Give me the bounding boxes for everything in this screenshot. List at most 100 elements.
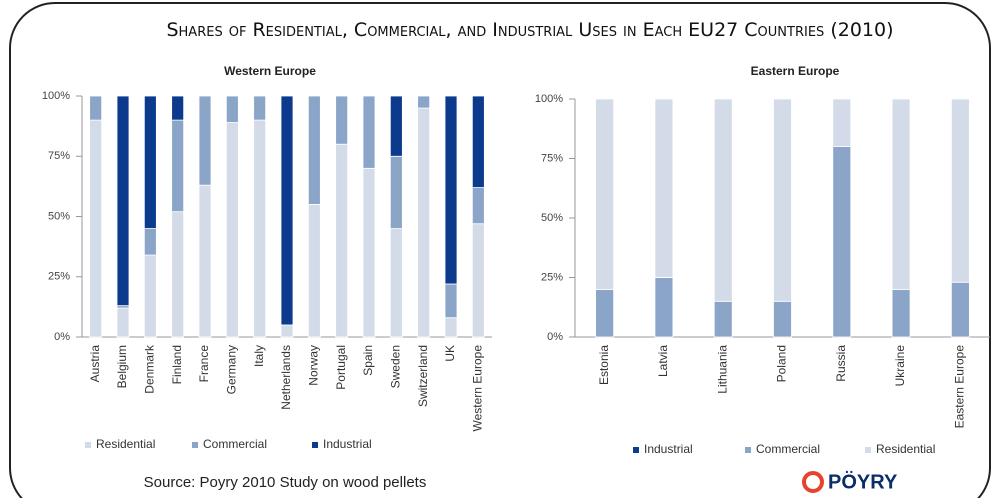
bar-segment	[171, 211, 185, 338]
y-tick-label: 0%	[54, 331, 70, 343]
bar-segment	[307, 204, 321, 338]
y-tick-label: 25%	[48, 271, 70, 283]
bar-segment	[713, 98, 733, 302]
bar-segment	[253, 95, 267, 121]
legend-label: Residential	[96, 437, 155, 451]
bar-segment	[198, 184, 212, 338]
bar-segment	[444, 283, 458, 319]
bar-segment	[253, 119, 267, 338]
y-tick-label: 75%	[48, 150, 70, 162]
x-tick-label: UK	[443, 345, 457, 362]
legend-swatch	[192, 442, 198, 448]
legend-label: Industrial	[323, 437, 372, 451]
x-tick-label: Belgium	[115, 345, 129, 388]
chart-title: Shares of Residential, Commercial, and I…	[166, 19, 894, 41]
bar-segment	[143, 95, 157, 229]
bar-segment	[198, 95, 212, 186]
bar-segment	[417, 107, 431, 338]
legend-swatch	[633, 447, 639, 453]
bar-segment	[171, 119, 185, 213]
source: Source: Poyry 2010 Study on wood pellets	[144, 474, 427, 491]
x-tick-label: Poland	[775, 345, 789, 382]
bar-segment	[832, 98, 852, 147]
bar-segment	[950, 98, 970, 283]
x-tick-label: Russia	[834, 345, 848, 382]
x-tick-label: Italy	[252, 345, 266, 367]
y-tick-label: 50%	[541, 212, 563, 224]
x-tick-label: Finland	[170, 345, 184, 384]
x-tick-label: Sweden	[389, 345, 403, 388]
bar-segment	[444, 317, 458, 338]
bar-segment	[116, 95, 130, 307]
x-tick-label: Estonia	[597, 345, 611, 385]
bar-segment	[389, 95, 403, 157]
bar-segment	[280, 95, 294, 326]
frame	[9, 2, 991, 498]
y-tick-label: 75%	[541, 152, 563, 164]
y-tick-label: 50%	[48, 210, 70, 222]
x-tick-label: Austria	[88, 345, 102, 383]
bar-segment	[89, 95, 103, 121]
bar-segment	[335, 143, 349, 338]
x-tick-label: Ukraine	[893, 345, 907, 387]
bar-segment	[143, 228, 157, 256]
legend-label: Industrial	[644, 442, 693, 456]
legend-label: Commercial	[756, 442, 820, 456]
x-tick-label: Switzerland	[416, 345, 430, 407]
legend-label: Commercial	[203, 437, 267, 451]
bar-segment	[654, 277, 674, 338]
bar-segment	[307, 95, 321, 205]
bar-segment	[389, 155, 403, 229]
x-tick-label: Germany	[225, 345, 239, 394]
bar-segment	[417, 95, 431, 109]
x-tick-label: Denmark	[143, 344, 157, 394]
bar-segment	[389, 228, 403, 338]
bar-segment	[595, 288, 615, 338]
legend-swatch	[85, 442, 91, 448]
bar-segment	[225, 95, 239, 123]
bar-segment	[471, 223, 485, 338]
logo-text: PÖYRY	[828, 470, 898, 493]
bar-segment	[89, 119, 103, 338]
bar-segment	[362, 95, 376, 169]
x-tick-label: Western Europe	[471, 345, 485, 432]
x-tick-label: Netherlands	[279, 345, 293, 410]
y-tick-label: 100%	[42, 90, 70, 102]
x-tick-label: Latvia	[656, 345, 670, 377]
legend-swatch	[865, 447, 871, 453]
chart-subtitle: Western Europe	[224, 64, 316, 78]
legend-swatch	[745, 447, 751, 453]
bar-segment	[171, 95, 185, 121]
bar-segment	[280, 324, 294, 338]
bar-segment	[891, 98, 911, 290]
bar-segment	[362, 167, 376, 338]
logo-icon	[802, 471, 824, 493]
bar-segment	[471, 95, 485, 188]
bar-segment	[773, 98, 792, 302]
bar-segment	[595, 98, 615, 290]
bar-segment	[654, 98, 674, 278]
y-tick-label: 100%	[535, 93, 563, 105]
bar-segment	[891, 288, 911, 338]
logo: PÖYRY	[802, 470, 898, 493]
bar-segment	[116, 307, 130, 338]
y-tick-label: 25%	[541, 271, 563, 283]
legend-label: Residential	[876, 442, 935, 456]
bar-segment	[950, 281, 970, 338]
x-tick-label: Eastern Europe	[953, 345, 967, 429]
chart-subtitle: Eastern Europe	[751, 64, 840, 78]
bar-segment	[713, 300, 733, 338]
bar-segment	[471, 187, 485, 225]
x-tick-label: France	[197, 345, 211, 383]
x-tick-label: Lithuania	[715, 345, 729, 394]
title-box: Shares of Residential, Commercial, and I…	[166, 19, 894, 41]
x-tick-label: Norway	[307, 345, 321, 386]
bar-segment	[335, 95, 349, 145]
bar-segment	[444, 95, 458, 285]
bar-segment	[773, 300, 792, 338]
x-tick-label: Spain	[361, 345, 375, 376]
bar-segment	[225, 122, 239, 338]
bar-segment	[143, 254, 157, 338]
x-tick-label: Portugal	[334, 345, 348, 390]
